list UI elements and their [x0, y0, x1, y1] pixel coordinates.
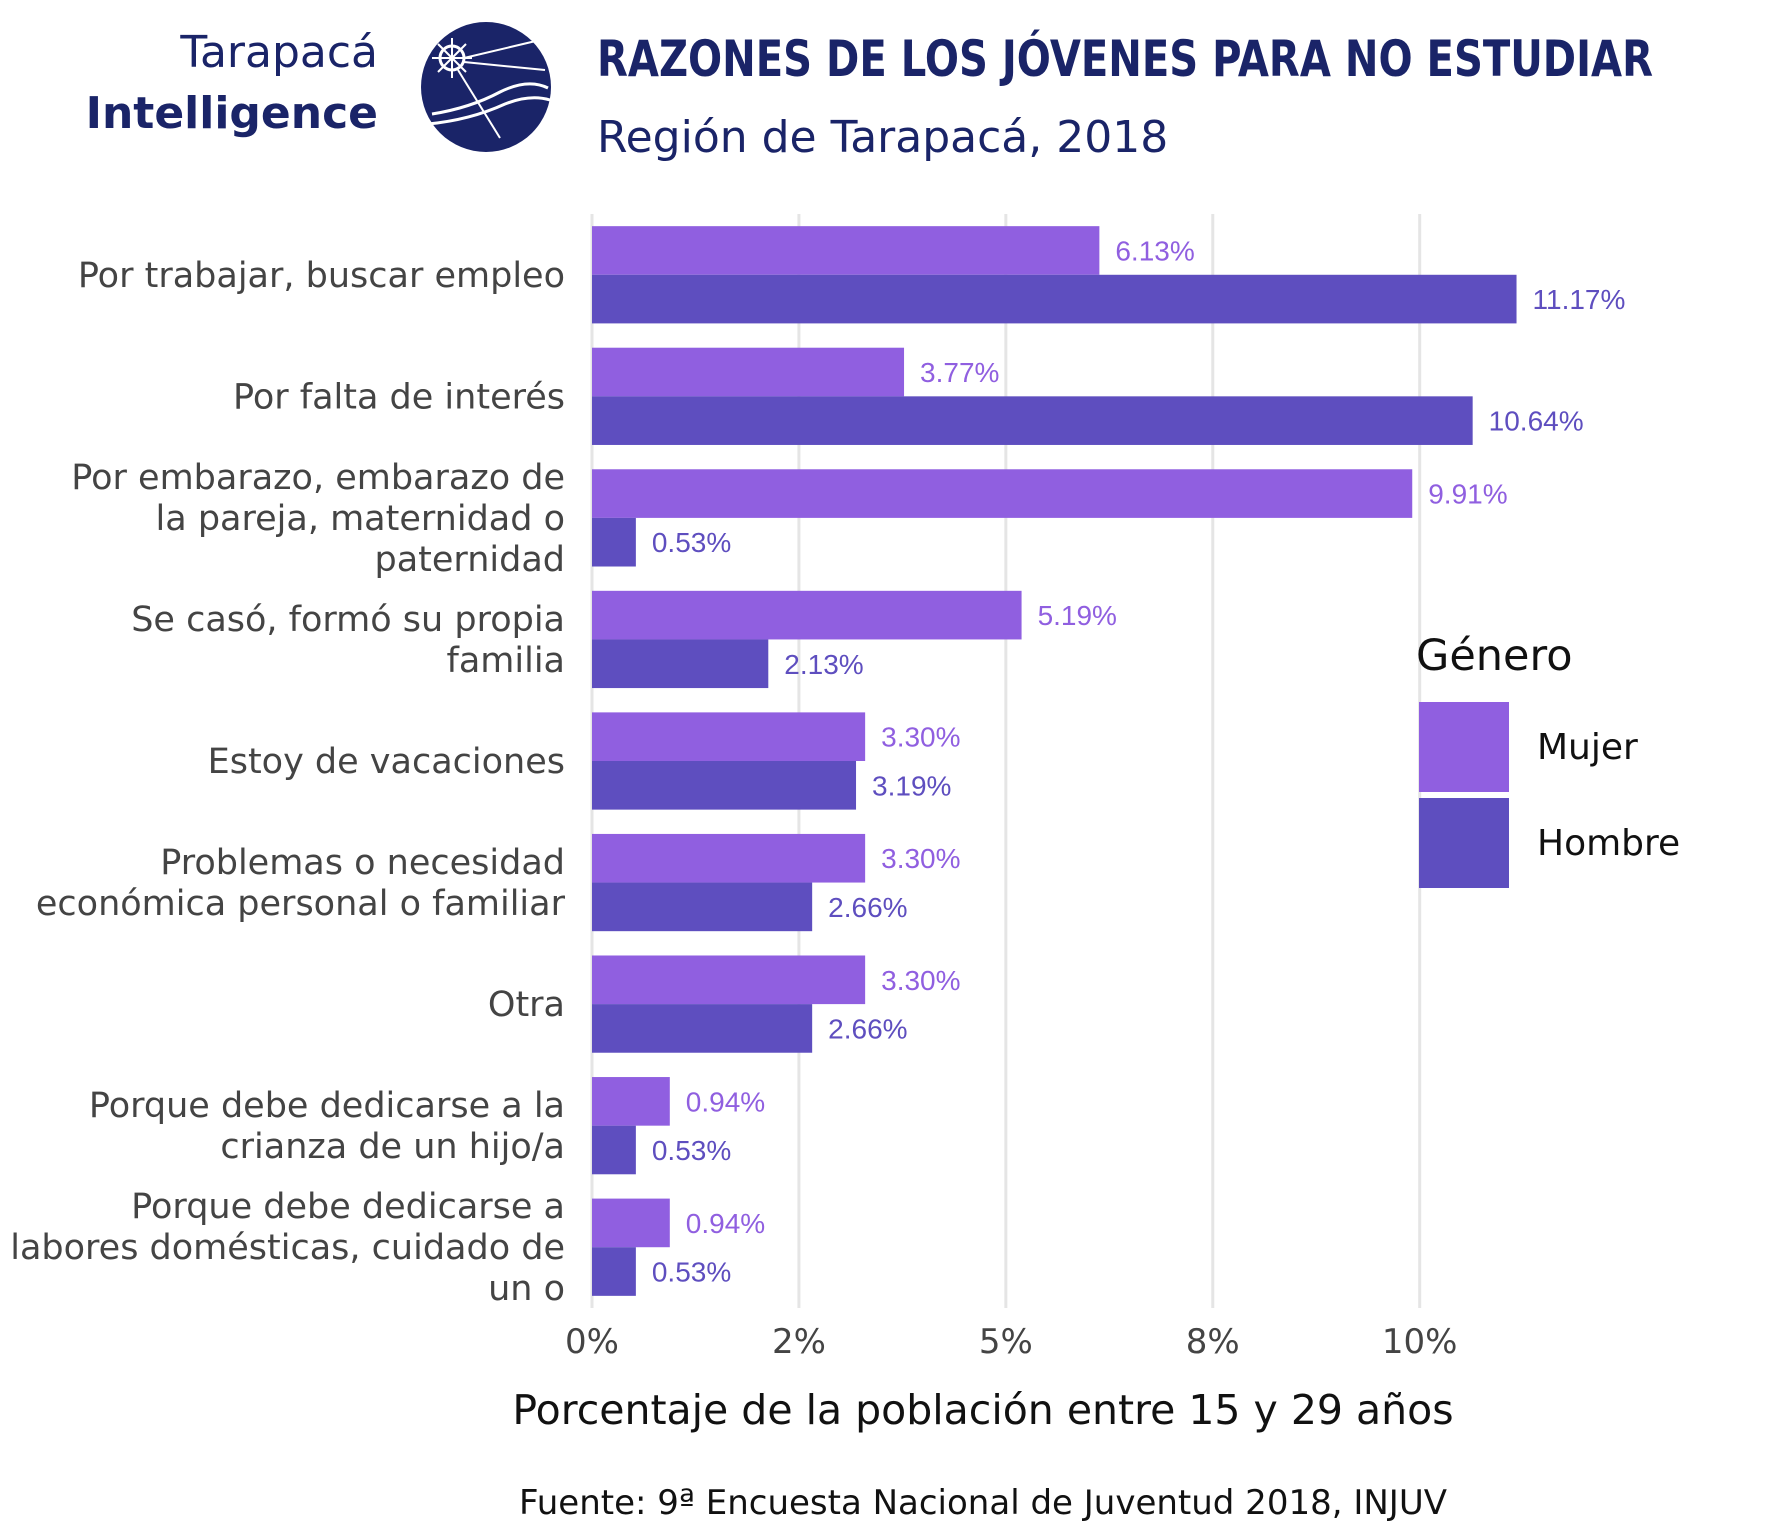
bar-hombre: [592, 761, 857, 810]
bar-hombre: [592, 639, 769, 689]
category-label: Por embarazo, embarazo de la pareja, mate…: [71, 458, 565, 580]
brand-line1: Tarapacá: [179, 27, 378, 78]
bar-mujer: [592, 469, 1413, 518]
x-tick-label: 5%: [979, 1322, 1033, 1362]
bar-mujer: [592, 226, 1100, 275]
source-note: Fuente: 9ª Encuesta Nacional de Juventud…: [519, 1483, 1447, 1523]
category-label: Estoy de vacaciones: [208, 742, 565, 782]
bar-hombre: [592, 517, 636, 567]
bars: [592, 226, 1517, 1296]
data-label-hombre: 10.64%: [1489, 406, 1584, 437]
x-tick-label: 0%: [565, 1322, 619, 1362]
legend-swatch-mujer: [1419, 702, 1509, 792]
chart-subtitle: Región de Tarapacá, 2018: [597, 112, 1168, 163]
legend-label-hombre: Hombre: [1537, 823, 1680, 864]
data-label-hombre: 0.53%: [652, 1135, 731, 1166]
legend-label-mujer: Mujer: [1537, 727, 1638, 768]
data-label-mujer: 5.19%: [1038, 600, 1117, 631]
bar-mujer: [592, 590, 1022, 640]
category-label: Porque debe dedicarse a labores doméstica…: [10, 1187, 565, 1309]
data-label-hombre: 11.17%: [1533, 284, 1626, 315]
category-label: Problemas o necesidad económica personal …: [36, 843, 566, 924]
data-label-mujer: 0.94%: [686, 1086, 765, 1117]
x-tick-labels: 0% 2% 5% 8% 10%: [565, 1322, 1457, 1362]
globe-compass-icon: [421, 22, 551, 152]
data-label-mujer: 6.13%: [1115, 235, 1194, 266]
bar-hombre: [592, 274, 1517, 324]
bar-mujer: [592, 1198, 670, 1248]
data-label-mujer: 3.30%: [881, 843, 960, 874]
data-label-hombre: 0.53%: [652, 1257, 731, 1288]
data-label-hombre: 0.53%: [652, 527, 731, 558]
chart-title: RAZONES DE LOS JÓVENES PARA NO ESTUDIAR: [597, 29, 1653, 88]
category-labels: Por trabajar, buscar empleo Por falta de …: [10, 256, 565, 1309]
category-label: Porque debe dedicarse a la crianza de un …: [89, 1086, 565, 1167]
legend-title: Género: [1416, 631, 1573, 681]
bar-mujer: [592, 955, 866, 1005]
bar-hombre: [592, 396, 1473, 445]
bar-mujer: [592, 833, 866, 883]
bar-mujer: [592, 1077, 670, 1126]
brand-line2: Intelligence: [86, 88, 378, 139]
x-tick-label: 8%: [1186, 1322, 1240, 1362]
bar-mujer: [592, 712, 866, 761]
data-label-mujer: 0.94%: [686, 1208, 765, 1239]
x-tick-label: 10%: [1382, 1322, 1458, 1362]
category-label: Por trabajar, buscar empleo: [78, 256, 565, 296]
data-label-mujer: 3.30%: [881, 965, 960, 996]
data-label-hombre: 3.19%: [872, 770, 951, 801]
data-label-mujer: 3.30%: [881, 722, 960, 753]
bar-hombre: [592, 1247, 636, 1296]
data-label-hombre: 2.13%: [784, 649, 863, 680]
category-label: Por falta de interés: [233, 377, 565, 417]
legend-swatch-hombre: [1419, 798, 1509, 888]
data-label-hombre: 2.66%: [828, 892, 907, 923]
category-label: Se casó, formó su propia familia: [131, 600, 565, 681]
bar-hombre: [592, 1004, 813, 1053]
bar-hombre: [592, 882, 813, 932]
category-label: Otra: [488, 985, 565, 1025]
legend: Género Mujer Hombre: [1416, 631, 1680, 888]
bar-mujer: [592, 347, 905, 397]
data-labels: 6.13% 11.17% 3.77% 10.64% 9.91% 0.53% 5.19% 2.1…: [652, 235, 1626, 1287]
x-axis-title: Porcentaje de la población entre 15 y 29…: [512, 1386, 1453, 1434]
bar-hombre: [592, 1125, 636, 1175]
x-tick-label: 2%: [772, 1322, 826, 1362]
data-label-mujer: 3.77%: [920, 357, 999, 388]
data-label-hombre: 2.66%: [828, 1013, 907, 1044]
data-label-mujer: 9.91%: [1428, 479, 1507, 510]
